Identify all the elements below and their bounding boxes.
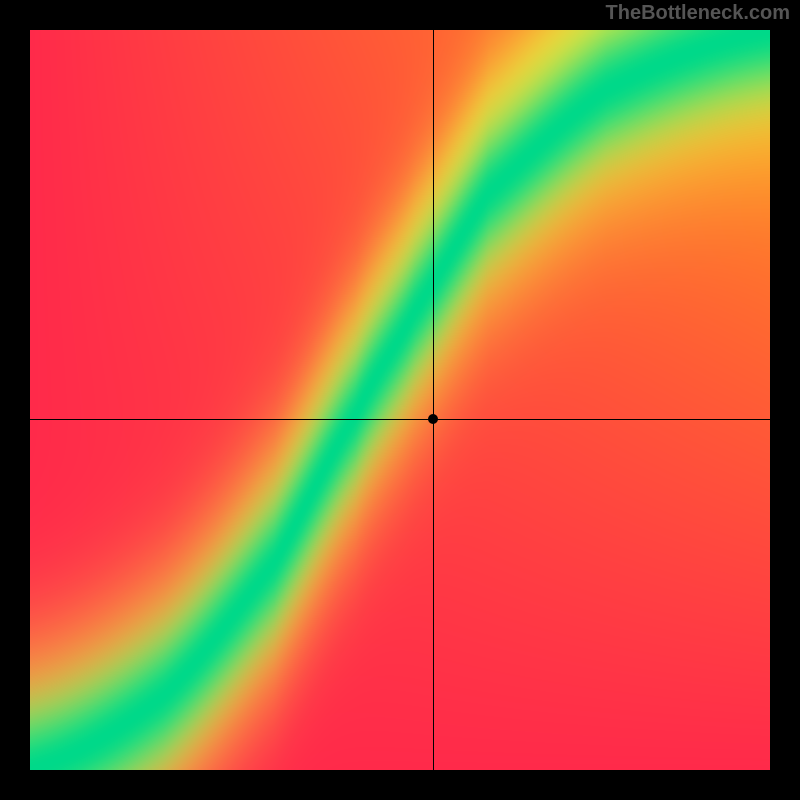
chart-container: TheBottleneck.com — [0, 0, 800, 800]
heatmap-canvas — [30, 30, 770, 770]
crosshair-horizontal — [30, 419, 770, 420]
watermark-text: TheBottleneck.com — [606, 2, 790, 25]
crosshair-vertical — [433, 30, 434, 770]
plot-area — [30, 30, 770, 770]
data-point-marker — [428, 414, 438, 424]
